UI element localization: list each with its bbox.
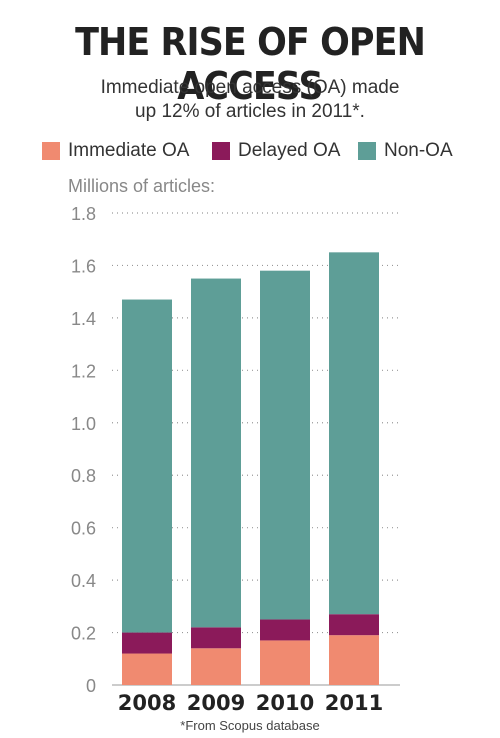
legend-swatch-delayed-oa (212, 142, 230, 160)
stacked-bar-chart: Millions of articles: 0 0.2 0.4 0.6 0.8 1.0 1.2… (68, 176, 400, 715)
bar-2008-delayed-oa (122, 632, 172, 654)
bar-2008-non-oa (122, 299, 172, 633)
y-tick-label: 1.6 (71, 256, 96, 276)
x-tick-label: 2010 (256, 691, 314, 715)
subtitle-line-2: up 12% of articles in 2011*. (135, 101, 365, 122)
legend-swatch-immediate-oa (42, 142, 60, 160)
bar-2011-delayed-oa (329, 614, 379, 636)
legend-item-immediate-oa: Immediate OA (42, 140, 189, 162)
bar-2010-delayed-oa (260, 619, 310, 641)
y-tick-label: 0.4 (71, 571, 96, 591)
chart-subtitle: Immediate open access (OA) made up 12% o… (60, 76, 440, 124)
legend-item-delayed-oa: Delayed OA (212, 140, 340, 162)
footnote: *From Scopus database (180, 718, 320, 733)
bar-2009-non-oa (191, 278, 241, 628)
y-tick-label: 0.2 (71, 624, 96, 644)
legend-label-non-oa: Non-OA (384, 140, 453, 161)
bar-2011-immediate-oa (329, 635, 379, 685)
bar-2009-immediate-oa (191, 648, 241, 685)
y-axis-label: Millions of articles: (68, 176, 215, 196)
y-tick-label: 0 (86, 676, 96, 696)
bar-2009-delayed-oa (191, 627, 241, 649)
legend-item-non-oa: Non-OA (358, 140, 453, 162)
y-tick-label: 0.6 (71, 519, 96, 539)
subtitle-line-1: Immediate open access (OA) made (100, 77, 400, 98)
legend: Immediate OA Delayed OA Non-OA (0, 140, 500, 166)
bar-2011-non-oa (329, 252, 379, 615)
y-tick-label: 1.0 (71, 414, 96, 434)
bar-2010-immediate-oa (260, 640, 310, 685)
x-tick-label: 2011 (325, 691, 383, 715)
y-tick-label: 1.2 (71, 361, 96, 381)
y-tick-label: 0.8 (71, 466, 96, 486)
y-tick-label: 1.8 (71, 204, 96, 224)
x-tick-label: 2008 (118, 691, 176, 715)
bar-2008-immediate-oa (122, 653, 172, 685)
y-tick-label: 1.4 (71, 309, 96, 329)
chart-title: THE RISE OF OPEN ACCESS (75, 20, 426, 108)
x-tick-label: 2009 (187, 691, 245, 715)
bar-2010-non-oa (260, 270, 310, 620)
legend-label-delayed-oa: Delayed OA (238, 140, 341, 161)
legend-swatch-non-oa (358, 142, 376, 160)
legend-label-immediate-oa: Immediate OA (68, 140, 190, 161)
